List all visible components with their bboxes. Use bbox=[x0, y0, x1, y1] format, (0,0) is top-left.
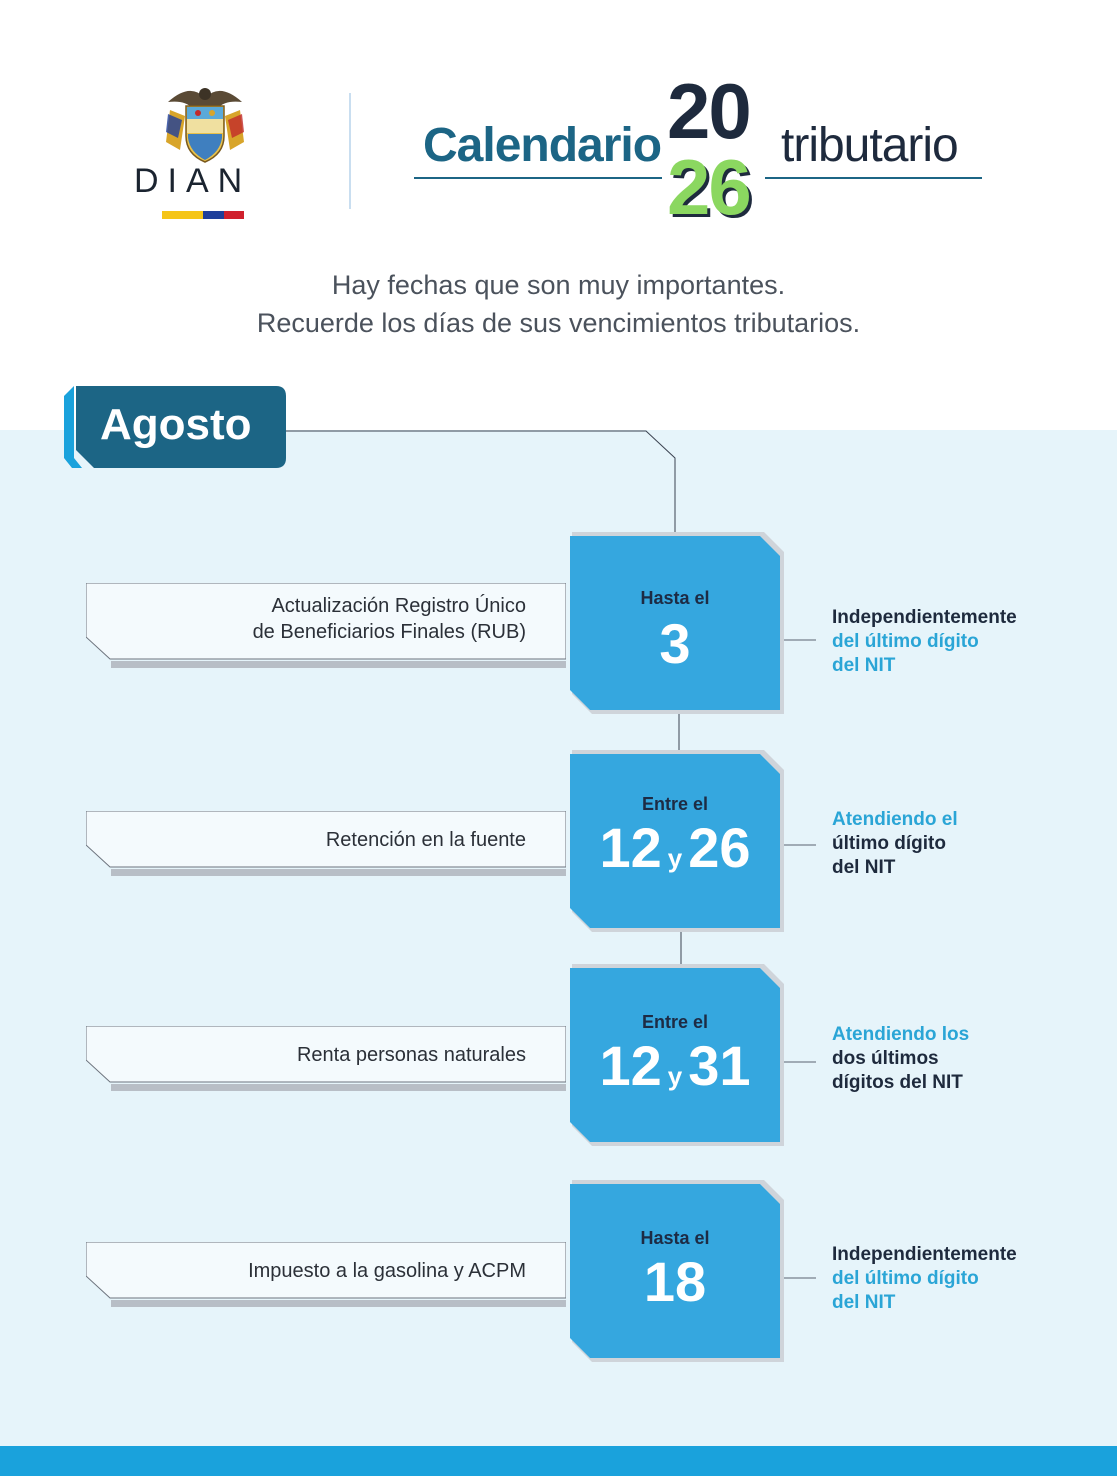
month-title: Agosto bbox=[100, 400, 252, 449]
note-line-1: Atendiendo el bbox=[832, 809, 958, 830]
title-underline-right bbox=[765, 177, 982, 179]
label-card-shape bbox=[86, 1026, 566, 1091]
header-divider bbox=[349, 93, 351, 209]
note-line-2: del último dígito bbox=[832, 1268, 979, 1289]
date-heading: Hasta el bbox=[640, 1228, 710, 1248]
item-label: Renta personas naturales bbox=[297, 1042, 526, 1068]
coat-of-arms-icon bbox=[166, 88, 244, 163]
note-line-2: del último dígito bbox=[832, 631, 979, 652]
colombia-flag-stripe bbox=[162, 211, 244, 219]
item-label: Impuesto a la gasolina y ACPM bbox=[248, 1258, 526, 1284]
list-item: Actualización Registro Único de Benefici… bbox=[86, 583, 566, 668]
note-line-3: del NIT bbox=[832, 857, 896, 878]
date-number-start: 12 bbox=[599, 1034, 662, 1097]
item-label-line-2: de Beneficiarios Finales (RUB) bbox=[252, 621, 526, 643]
date-value: 3 bbox=[566, 614, 784, 674]
date-heading: Entre el bbox=[641, 1012, 709, 1032]
list-item: Retención en la fuente bbox=[86, 811, 566, 887]
note-line-3: del NIT bbox=[832, 655, 896, 676]
brand-name: DIAN bbox=[134, 162, 252, 200]
bottom-bar bbox=[0, 1446, 1117, 1476]
title-tributario: tributario bbox=[781, 119, 959, 172]
date-block: Entre el 12 y 31 bbox=[566, 962, 784, 1148]
month-tab-shape bbox=[64, 386, 286, 468]
intro-line-2: Recuerde los días de sus vencimientos tr… bbox=[256, 308, 861, 338]
date-separator: y bbox=[667, 843, 683, 873]
label-card-shape bbox=[86, 1242, 566, 1307]
label-card-shape bbox=[86, 811, 566, 876]
date-number-end: 26 bbox=[688, 816, 751, 879]
title-calendario: Calendario bbox=[423, 119, 662, 172]
title-underline-left bbox=[414, 177, 662, 179]
item-label-line-1: Actualización Registro Único bbox=[271, 595, 526, 617]
note-line-3: dígitos del NIT bbox=[832, 1072, 963, 1093]
date-separator: y bbox=[667, 1061, 683, 1091]
condition-note: Independientemente del último dígito del… bbox=[832, 1243, 1017, 1315]
date-number: 18 bbox=[643, 1250, 707, 1313]
list-item: Impuesto a la gasolina y ACPM bbox=[86, 1242, 566, 1318]
condition-note: Atendiendo los dos últimos dígitos del N… bbox=[832, 1023, 969, 1095]
dian-coat-of-arms-logo bbox=[130, 80, 280, 225]
note-line-2: dos últimos bbox=[832, 1048, 939, 1069]
date-number-end: 31 bbox=[688, 1034, 751, 1097]
date-block: Hasta el 18 bbox=[566, 1178, 784, 1364]
note-line-2: último dígito bbox=[832, 833, 946, 854]
note-line-1: Independientemente bbox=[832, 1244, 1017, 1265]
intro-line-1: Hay fechas que son muy importantes. bbox=[331, 270, 786, 300]
year-bottom-digits: 26 bbox=[667, 143, 752, 231]
date-block-shape bbox=[570, 964, 784, 1146]
date-block: Hasta el 3 bbox=[566, 530, 784, 716]
item-label-line-1: Retención en la fuente bbox=[325, 829, 526, 851]
condition-note: Independientemente del último dígito del… bbox=[832, 606, 1017, 678]
date-number: 3 bbox=[659, 612, 691, 675]
intro-text: Hay fechas que son muy importantes. Recu… bbox=[0, 266, 1117, 342]
date-value: 12 y 31 bbox=[566, 1036, 784, 1106]
note-line-1: Independientemente bbox=[832, 607, 1017, 628]
date-block-shape bbox=[570, 750, 784, 932]
year-top-digits: 20 bbox=[667, 67, 752, 155]
item-label-line-1: Renta personas naturales bbox=[296, 1044, 526, 1066]
date-value: 18 bbox=[566, 1252, 784, 1312]
date-heading: Hasta el bbox=[640, 588, 710, 608]
date-block-shape bbox=[570, 1180, 784, 1362]
date-heading: Entre el bbox=[641, 794, 709, 814]
date-number-start: 12 bbox=[599, 816, 662, 879]
date-block: Entre el 12 y 26 bbox=[566, 748, 784, 934]
note-line-1: Atendiendo los bbox=[832, 1024, 970, 1045]
item-label-line-1: Impuesto a la gasolina y ACPM bbox=[248, 1260, 526, 1282]
label-card-shape bbox=[86, 583, 566, 668]
date-block-shape bbox=[570, 532, 784, 714]
item-label: Actualización Registro Único de Benefici… bbox=[253, 593, 526, 645]
note-line-3: del NIT bbox=[832, 1292, 896, 1313]
condition-note: Atendiendo el último dígito del NIT bbox=[832, 808, 958, 880]
date-value: 12 y 26 bbox=[566, 818, 784, 888]
item-label: Retención en la fuente bbox=[326, 827, 526, 853]
list-item: Renta personas naturales bbox=[86, 1026, 566, 1102]
